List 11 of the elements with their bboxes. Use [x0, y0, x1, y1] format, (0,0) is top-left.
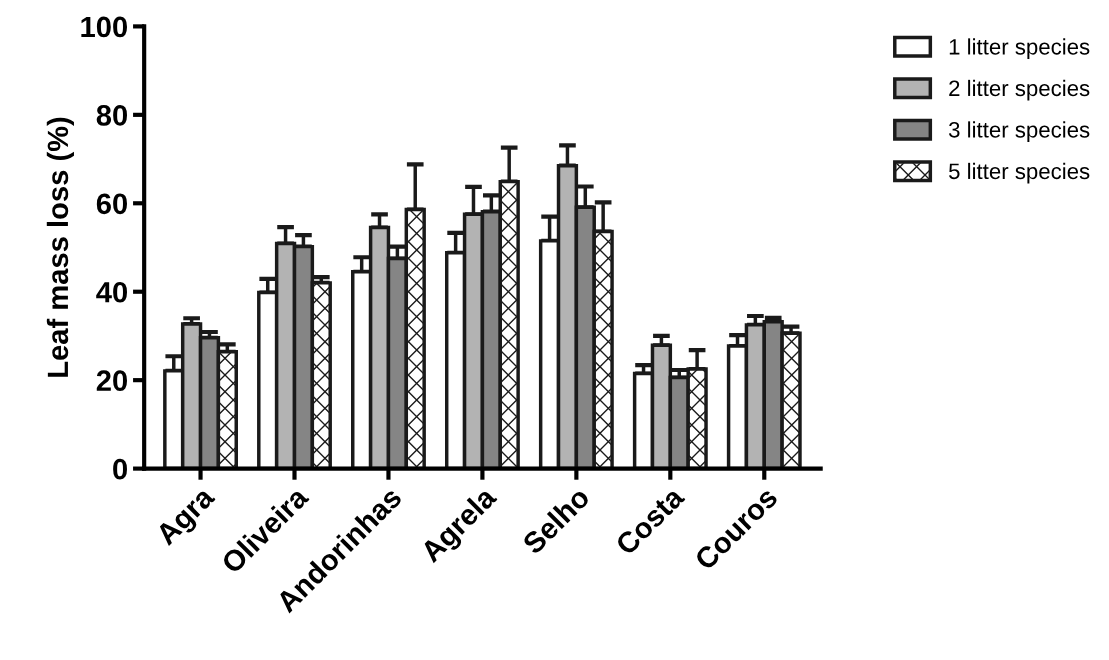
legend-label: 1 litter species: [949, 38, 1090, 60]
y-tick-label: 0: [113, 458, 127, 480]
y-axis-title: Leaf mass loss (%): [46, 117, 74, 377]
y-tick-label: 100: [81, 16, 128, 38]
legend-label: 3 litter species: [948, 121, 1090, 143]
y-tick-label: 40: [96, 281, 128, 303]
y-tick-label: 20: [96, 370, 128, 392]
y-tick-label: 60: [96, 193, 128, 215]
legend-label: 2 litter species: [949, 79, 1090, 101]
legend-label: 5 litter species: [949, 162, 1090, 184]
y-tick-label: 80: [96, 105, 128, 126]
